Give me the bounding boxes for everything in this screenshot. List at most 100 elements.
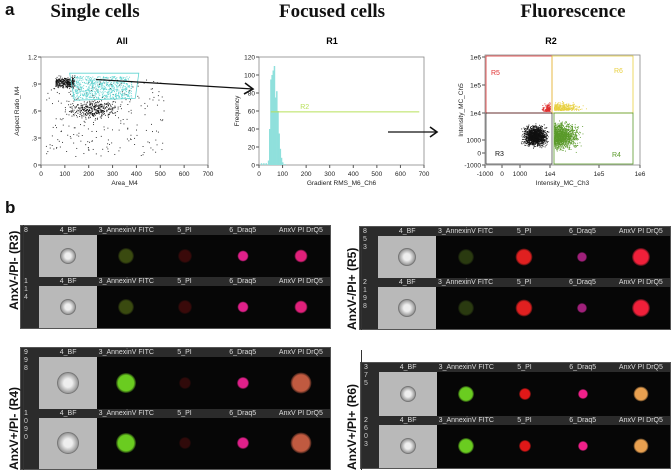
r3-point xyxy=(544,138,546,140)
r4-point xyxy=(569,127,571,129)
r3-point xyxy=(540,133,542,135)
r5-point xyxy=(549,109,551,111)
gated-point xyxy=(88,82,90,84)
event-row: 8 4_BF 3_AnnexinV FITC 5_PI 6_Draq5 AnxV PI D… xyxy=(21,226,331,277)
r4-point xyxy=(559,138,561,140)
fluorescence-image[interactable] xyxy=(494,236,554,278)
gated-point xyxy=(77,87,79,89)
gated-point xyxy=(121,89,123,91)
fluorescence-image[interactable] xyxy=(97,286,156,328)
r4-point xyxy=(557,149,559,151)
r3-point xyxy=(529,128,531,130)
brightfield-image[interactable] xyxy=(39,235,98,277)
data-point xyxy=(101,111,103,113)
r3-point xyxy=(529,130,531,132)
data-point xyxy=(58,140,60,142)
r3-point xyxy=(540,130,542,132)
fluorescence-image[interactable] xyxy=(436,236,495,278)
r4-point xyxy=(570,149,572,150)
r6-point xyxy=(570,108,572,110)
gated-point xyxy=(126,96,128,98)
data-point xyxy=(57,79,59,81)
data-point xyxy=(109,143,111,145)
r6-point xyxy=(557,109,559,111)
r3-point xyxy=(540,135,542,137)
r4-point xyxy=(567,135,569,137)
fluorescence-image[interactable] xyxy=(271,235,331,277)
r6-point xyxy=(572,108,574,109)
fluorescence-image[interactable] xyxy=(213,286,272,328)
r3-point xyxy=(535,141,537,143)
data-point xyxy=(71,82,73,84)
r3-point xyxy=(529,131,531,133)
data-point xyxy=(60,79,62,81)
r3-point xyxy=(538,129,540,131)
data-point xyxy=(103,110,105,111)
r6-point xyxy=(559,109,561,111)
r4-point xyxy=(570,127,572,129)
data-point xyxy=(66,83,68,85)
gated-point xyxy=(131,86,133,88)
r4-point xyxy=(555,147,556,149)
gated-point xyxy=(91,81,93,82)
data-point xyxy=(74,107,76,109)
r3-point xyxy=(535,130,537,132)
gated-point xyxy=(103,76,105,78)
r4-point xyxy=(559,145,561,147)
r4-point xyxy=(554,125,556,127)
event-row: 8 4_BF 3_AnnexinV FITC 5_PI 6_Draq5 AnxV PI D… xyxy=(360,227,671,278)
r6-point xyxy=(562,102,564,104)
r4-point xyxy=(567,144,569,146)
r4-point xyxy=(554,128,556,130)
r3-point xyxy=(539,145,541,147)
gated-point xyxy=(82,98,84,100)
r4-point xyxy=(566,146,568,148)
data-point xyxy=(115,114,116,116)
brightfield-image[interactable] xyxy=(378,236,437,278)
fluorescence-image[interactable] xyxy=(155,286,214,328)
gated-point xyxy=(74,89,76,91)
fluorescence-image[interactable] xyxy=(271,286,331,328)
brightfield-image[interactable] xyxy=(39,286,98,328)
fluorescence-image[interactable] xyxy=(213,235,272,277)
r3-point xyxy=(539,142,541,144)
fluorescence-image[interactable] xyxy=(553,236,612,278)
fluorescence-image[interactable] xyxy=(611,236,671,278)
r4-point xyxy=(562,133,564,135)
gated-point xyxy=(118,92,120,94)
data-point xyxy=(91,102,93,104)
r4-point xyxy=(575,134,576,136)
r4-point xyxy=(566,133,568,135)
fluorescence-image[interactable] xyxy=(97,235,156,277)
gated-point xyxy=(86,95,88,97)
gated-point xyxy=(72,97,74,99)
data-point xyxy=(71,80,73,82)
fluorescence-image[interactable] xyxy=(155,235,214,277)
r4-point xyxy=(561,139,563,141)
data-point xyxy=(61,82,63,84)
gated-point xyxy=(90,81,92,82)
gated-point xyxy=(131,96,133,98)
r4-point xyxy=(554,125,555,127)
gated-point xyxy=(125,94,127,96)
r3-point xyxy=(546,137,548,139)
gated-point xyxy=(111,90,113,92)
r4-point xyxy=(569,137,571,139)
r4-point xyxy=(558,145,559,147)
data-point xyxy=(93,115,95,117)
r4-point xyxy=(576,138,577,140)
gated-point xyxy=(119,85,121,87)
r4-point xyxy=(555,130,557,131)
data-point xyxy=(56,82,57,83)
r5-point xyxy=(547,107,549,109)
data-point xyxy=(60,81,62,83)
r3-point xyxy=(532,131,534,133)
r3-point xyxy=(541,133,543,135)
gated-point xyxy=(75,81,77,83)
gated-point xyxy=(131,85,133,87)
r3-point xyxy=(530,138,532,140)
x-tick-label: 600 xyxy=(395,171,406,178)
r6-point xyxy=(573,106,575,108)
data-point xyxy=(111,108,113,110)
data-point xyxy=(51,135,53,137)
